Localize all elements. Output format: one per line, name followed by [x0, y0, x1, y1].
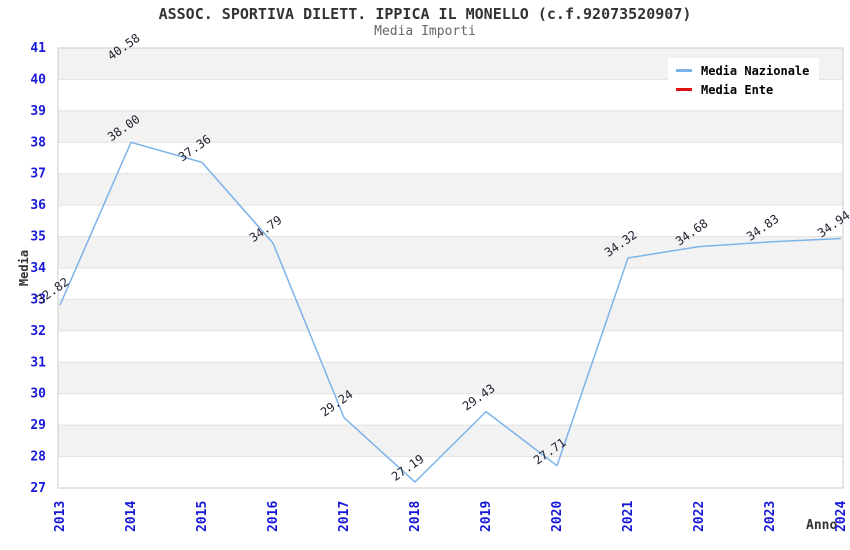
plot-band: [58, 456, 843, 488]
x-tick-label: 2019: [479, 501, 494, 532]
x-tick-label: 2018: [408, 501, 423, 532]
plot-band: [58, 142, 843, 174]
x-tick-label: 2024: [834, 501, 849, 532]
y-tick-label: 36: [30, 198, 46, 213]
y-tick-label: 27: [30, 481, 46, 496]
x-tick-label: 2021: [621, 501, 636, 532]
y-tick-label: 35: [30, 230, 46, 245]
plot-band: [58, 205, 843, 237]
y-tick-label: 30: [30, 387, 46, 402]
y-tick-label: 38: [30, 135, 46, 150]
x-tick-label: 2022: [692, 501, 707, 532]
y-tick-label: 41: [30, 41, 46, 56]
legend-item-media-nazionale: Media Nazionale: [676, 61, 809, 80]
plot-band: [58, 330, 843, 363]
x-tick-label: 2014: [124, 501, 139, 532]
plot-band: [58, 268, 843, 300]
legend: Media Nazionale Media Ente: [668, 58, 820, 103]
legend-label: Media Nazionale: [701, 63, 810, 78]
y-tick-label: 39: [30, 104, 46, 119]
line-swatch-blue-icon: [676, 69, 692, 72]
chart-title: ASSOC. SPORTIVA DILETT. IPPICA IL MONELL…: [158, 5, 692, 23]
plot-border: [57, 47, 844, 489]
x-tick-label: 2016: [266, 501, 281, 532]
plot-band: [58, 362, 843, 394]
chart-subtitle: Media Importi: [374, 24, 476, 39]
x-tick-label: 2020: [550, 501, 565, 532]
legend-label: Media Ente: [701, 82, 774, 97]
x-tick-label: 2013: [53, 501, 68, 532]
plot-band: [58, 236, 843, 268]
y-tick-label: 28: [30, 450, 46, 465]
y-tick-label: 32: [30, 324, 46, 339]
plot-band: [58, 425, 843, 457]
plot-band: [58, 110, 843, 143]
legend-item-media-ente: Media Ente: [676, 80, 809, 99]
plot-band: [58, 299, 843, 331]
y-tick-label: 34: [30, 261, 46, 276]
x-tick-label: 2017: [337, 501, 352, 532]
series-line: [59, 141, 842, 483]
plot-band: [58, 173, 843, 206]
x-tick-label: 2023: [763, 501, 778, 532]
x-axis-title: Anno: [806, 518, 838, 533]
y-tick-label: 33: [30, 292, 46, 307]
y-tick-label: 40: [30, 72, 46, 87]
y-tick-label: 31: [30, 355, 46, 370]
y-tick-label: 37: [30, 167, 46, 182]
line-swatch-red-icon: [676, 88, 692, 91]
plot-band: [58, 393, 843, 426]
y-tick-label: 29: [30, 418, 46, 433]
x-tick-label: 2015: [195, 501, 210, 532]
